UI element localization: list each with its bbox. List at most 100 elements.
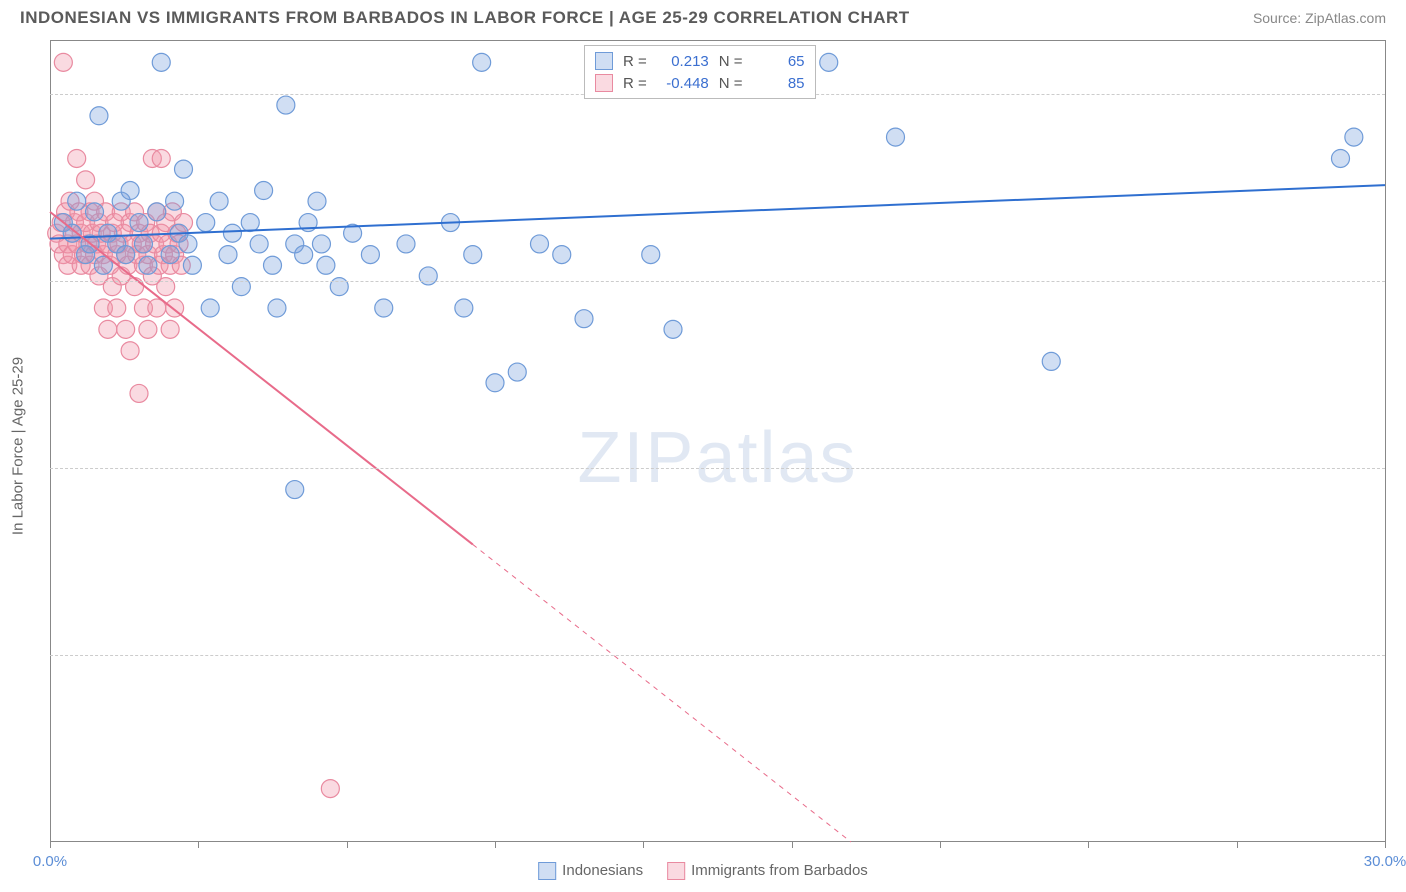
x-tick (198, 842, 199, 848)
source-attribution: Source: ZipAtlas.com (1253, 10, 1386, 26)
data-point (255, 182, 273, 200)
chart-plot-area: ZIPatlas R = 0.213 N = 65 R = -0.448 N =… (50, 40, 1386, 842)
stat-r-value: 0.213 (657, 53, 709, 70)
x-tick (495, 842, 496, 848)
y-tick-label: 47.5% (1395, 647, 1406, 664)
stat-n-value: 85 (753, 75, 805, 92)
data-point (308, 192, 326, 210)
stats-legend: R = 0.213 N = 65 R = -0.448 N = 85 (584, 45, 816, 99)
data-point (317, 256, 335, 274)
stat-r-value: -0.448 (657, 75, 709, 92)
trend-line-extrapolated (473, 544, 851, 842)
data-point (108, 299, 126, 317)
data-point (152, 149, 170, 167)
data-point (166, 192, 184, 210)
data-point (286, 481, 304, 499)
x-tick-label: 30.0% (1364, 853, 1406, 870)
data-point (139, 256, 157, 274)
data-point (139, 320, 157, 338)
bottom-legend: Indonesians Immigrants from Barbados (538, 862, 868, 880)
data-point (86, 203, 104, 221)
gridline (50, 655, 1385, 656)
data-point (210, 192, 228, 210)
data-point (90, 107, 108, 125)
legend-label: Immigrants from Barbados (691, 862, 868, 879)
stat-n-value: 65 (753, 53, 805, 70)
data-point (250, 235, 268, 253)
legend-swatch (538, 862, 556, 880)
data-point (130, 384, 148, 402)
data-point (77, 171, 95, 189)
data-point (264, 256, 282, 274)
data-point (219, 246, 237, 264)
data-point (820, 53, 838, 71)
data-point (397, 235, 415, 253)
data-point (1332, 149, 1350, 167)
x-tick (1088, 842, 1089, 848)
legend-item: Indonesians (538, 862, 643, 880)
data-point (312, 235, 330, 253)
data-point (277, 96, 295, 114)
stats-legend-row: R = -0.448 N = 85 (595, 72, 805, 94)
data-point (642, 246, 660, 264)
legend-swatch (667, 862, 685, 880)
x-tick (1385, 842, 1386, 848)
data-point (152, 53, 170, 71)
data-point (508, 363, 526, 381)
data-point (321, 780, 339, 798)
x-tick (643, 842, 644, 848)
legend-swatch (595, 74, 613, 92)
data-point (1042, 352, 1060, 370)
stat-label: R = (623, 53, 647, 70)
data-point (241, 214, 259, 232)
data-point (887, 128, 905, 146)
legend-item: Immigrants from Barbados (667, 862, 868, 880)
x-tick (50, 842, 51, 848)
data-point (201, 299, 219, 317)
legend-label: Indonesians (562, 862, 643, 879)
data-point (197, 214, 215, 232)
data-point (99, 320, 117, 338)
x-tick (1237, 842, 1238, 848)
stat-label: N = (719, 75, 743, 92)
data-point (531, 235, 549, 253)
data-point (183, 256, 201, 274)
trend-line (50, 212, 473, 545)
scatter-svg (50, 41, 1385, 842)
data-point (553, 246, 571, 264)
data-point (68, 149, 86, 167)
chart-title: INDONESIAN VS IMMIGRANTS FROM BARBADOS I… (20, 8, 910, 28)
data-point (117, 246, 135, 264)
data-point (121, 342, 139, 360)
data-point (223, 224, 241, 242)
stat-label: N = (719, 53, 743, 70)
data-point (361, 246, 379, 264)
data-point (117, 320, 135, 338)
data-point (455, 299, 473, 317)
legend-swatch (595, 52, 613, 70)
data-point (375, 299, 393, 317)
data-point (268, 299, 286, 317)
gridline (50, 281, 1385, 282)
data-point (121, 182, 139, 200)
data-point (575, 310, 593, 328)
data-point (134, 235, 152, 253)
x-tick-label: 0.0% (33, 853, 67, 870)
data-point (54, 53, 72, 71)
stats-legend-row: R = 0.213 N = 65 (595, 50, 805, 72)
data-point (664, 320, 682, 338)
data-point (68, 192, 86, 210)
data-point (148, 203, 166, 221)
data-point (464, 246, 482, 264)
data-point (295, 246, 313, 264)
data-point (473, 53, 491, 71)
y-tick-label: 82.5% (1395, 273, 1406, 290)
data-point (179, 235, 197, 253)
gridline (50, 468, 1385, 469)
data-point (486, 374, 504, 392)
x-tick (792, 842, 793, 848)
trend-line (50, 185, 1385, 238)
x-tick (940, 842, 941, 848)
x-tick (347, 842, 348, 848)
data-point (161, 320, 179, 338)
